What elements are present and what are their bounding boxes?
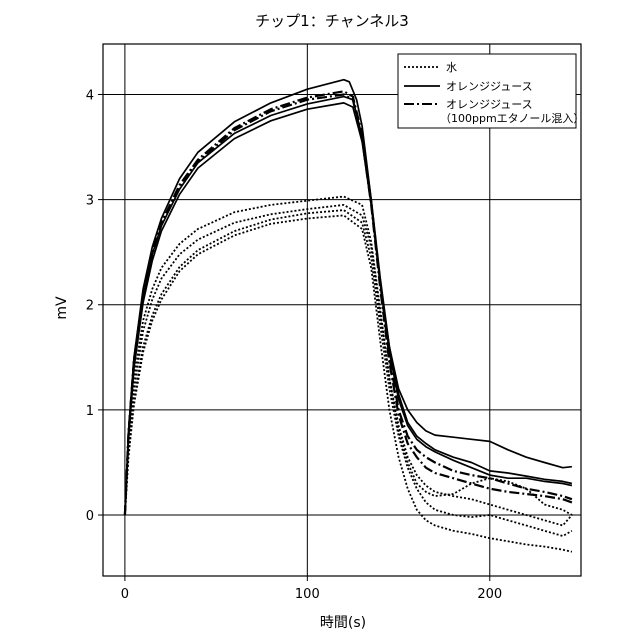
chart-title: チップ1：チャンネル3 [255,12,409,30]
x-axis-title: 時間(s) [320,615,366,631]
legend-label-water: 水 [446,61,457,74]
legend-label-orange-juice: オレンジジュース [446,80,533,93]
y-tick-label: 1 [86,404,94,419]
x-tick-label: 200 [477,587,502,602]
legend: 水 オレンジジュース オレンジジュース （100ppmエタノール混入） [398,54,584,128]
y-axis-title: mV [54,296,70,320]
x-tick-label: 0 [121,587,129,602]
legend-label-ethanol-note: （100ppmエタノール混入） [440,112,584,125]
y-tick-label: 0 [86,509,94,524]
y-tick-label: 2 [86,299,94,314]
y-tick-label: 4 [86,88,94,103]
x-tick-label: 100 [295,587,320,602]
legend-label-orange-juice-ethanol: オレンジジュース [446,98,533,111]
y-tick-label: 3 [86,194,94,209]
